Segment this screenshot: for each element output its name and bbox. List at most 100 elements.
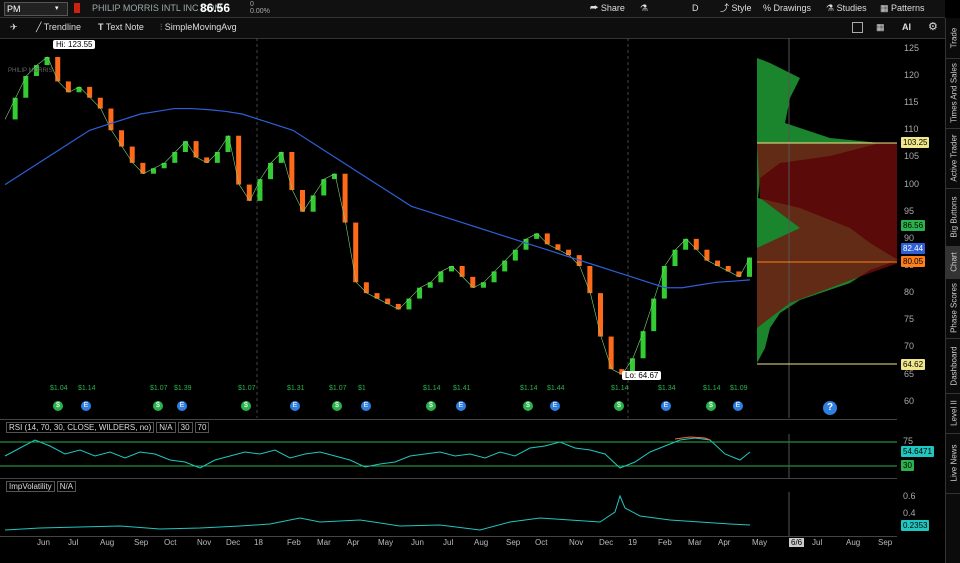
candle bbox=[44, 57, 50, 66]
iv-na: N/A bbox=[56, 481, 77, 492]
rsi-os: 70 bbox=[194, 422, 210, 433]
candle bbox=[289, 152, 295, 190]
help-icon[interactable]: ? bbox=[823, 401, 837, 415]
pin-icon[interactable]: ✈ bbox=[10, 22, 18, 32]
sidebar-label: Level II bbox=[949, 400, 958, 426]
price-tick: 110 bbox=[904, 124, 919, 135]
candle bbox=[87, 86, 93, 98]
price-tick: 115 bbox=[904, 97, 919, 108]
candle bbox=[651, 298, 657, 332]
sidebar-tab-trade[interactable]: Trade bbox=[946, 18, 960, 59]
earnings-icon[interactable]: E bbox=[661, 401, 671, 411]
right-sidebar: Trade Times And Sales Active Trader Big … bbox=[945, 18, 960, 563]
candle bbox=[672, 249, 678, 266]
style-icon: ⤴ bbox=[720, 3, 730, 13]
iv-chart[interactable] bbox=[0, 492, 897, 536]
share-button[interactable]: ⮫ Share bbox=[590, 2, 625, 14]
sidebar-tab-active-trader[interactable]: Active Trader bbox=[946, 128, 960, 189]
candle bbox=[342, 173, 348, 223]
trendline-button[interactable]: ╱ Trendline bbox=[36, 22, 81, 33]
earnings-icon[interactable]: E bbox=[81, 401, 91, 411]
sidebar-tab-times-and-sales[interactable]: Times And Sales bbox=[946, 58, 960, 129]
earnings-icon[interactable]: E bbox=[290, 401, 300, 411]
dividend-icon[interactable]: $ bbox=[706, 401, 716, 411]
candle bbox=[300, 190, 305, 212]
low-badge: 64.62 bbox=[901, 359, 926, 370]
price-tick: 75 bbox=[904, 314, 915, 325]
sidebar-label: Dashboard bbox=[949, 345, 958, 386]
candle bbox=[661, 266, 667, 299]
text-note-button[interactable]: T Text Note bbox=[98, 22, 144, 32]
iv-label[interactable]: ImpVolatility bbox=[6, 481, 55, 492]
date-tick: Jul bbox=[812, 538, 823, 547]
earnings-icon[interactable]: E bbox=[361, 401, 371, 411]
drawings-button[interactable]: % Drawings bbox=[763, 2, 811, 14]
text-note-label: Text Note bbox=[105, 22, 144, 32]
sidebar-tab-live-news[interactable]: Live News bbox=[946, 433, 960, 494]
ai-icon[interactable]: AI bbox=[902, 22, 911, 32]
candle bbox=[236, 135, 242, 185]
candle bbox=[246, 184, 252, 201]
company-logo: PHILIP MORRIS bbox=[8, 68, 53, 74]
dividend-amount: $1.14 bbox=[78, 385, 96, 392]
date-tick: Mar bbox=[688, 538, 702, 547]
dividend-icon[interactable]: $ bbox=[53, 401, 63, 411]
date-tick: 19 bbox=[628, 538, 637, 547]
date-axis-line bbox=[0, 536, 897, 537]
aggregation-button[interactable]: D bbox=[692, 3, 699, 13]
rsi-chart[interactable] bbox=[0, 434, 897, 478]
dropdown-icon[interactable]: ▾ bbox=[55, 5, 59, 12]
sidebar-label: Active Trader bbox=[949, 134, 958, 182]
date-axis: Jun Jul Aug Sep Oct Nov Dec 18 Feb Mar Apr May Jun Ju… bbox=[0, 537, 897, 549]
drawings-label: Drawings bbox=[773, 3, 812, 13]
iv-header: ImpVolatility N/A bbox=[4, 481, 77, 492]
rsi-low-badge: 30 bbox=[901, 460, 914, 471]
patterns-icon: ▦ bbox=[880, 3, 889, 13]
link-color-icon[interactable] bbox=[74, 3, 80, 13]
dividend-icon[interactable]: $ bbox=[153, 401, 163, 411]
candle bbox=[161, 162, 167, 169]
candle bbox=[385, 298, 391, 304]
style-label: Style bbox=[731, 3, 752, 13]
sidebar-tab-level-ii[interactable]: Level II bbox=[946, 393, 960, 434]
candle bbox=[108, 108, 114, 131]
date-tick: Mar bbox=[317, 538, 331, 547]
earnings-icon[interactable]: E bbox=[456, 401, 466, 411]
style-button[interactable]: ⤴ Style bbox=[720, 2, 752, 14]
candle bbox=[523, 238, 529, 250]
candle bbox=[257, 179, 263, 201]
earnings-icon[interactable]: E bbox=[733, 401, 743, 411]
flask-icon[interactable]: ⚗ bbox=[640, 3, 649, 13]
grid-icon[interactable]: ▦ bbox=[876, 22, 885, 32]
dividend-icon[interactable]: $ bbox=[523, 401, 533, 411]
square-icon[interactable] bbox=[852, 22, 863, 33]
earnings-icon[interactable]: E bbox=[550, 401, 560, 411]
sidebar-tab-phase-scores[interactable]: Phase Scores bbox=[946, 278, 960, 339]
earnings-icon[interactable]: E bbox=[177, 401, 187, 411]
patterns-button[interactable]: ▦ Patterns bbox=[880, 2, 925, 14]
last-badge: 86.56 bbox=[901, 220, 926, 231]
symbol-box[interactable]: PM ▾ bbox=[4, 2, 68, 16]
candle bbox=[374, 293, 380, 299]
sidebar-label: Times And Sales bbox=[949, 63, 958, 123]
candle bbox=[544, 233, 550, 245]
dividend-icon[interactable]: $ bbox=[614, 401, 624, 411]
dividend-amount: $1.07 bbox=[329, 385, 347, 392]
sidebar-tab-chart[interactable]: Chart bbox=[946, 246, 960, 279]
rsi-label[interactable]: RSI (14, 70, 30, CLOSE, WILDERS, no) bbox=[6, 422, 155, 433]
price-chart[interactable] bbox=[0, 38, 897, 418]
rsi-ob: 30 bbox=[177, 422, 193, 433]
sidebar-label: Chart bbox=[949, 252, 958, 272]
dividend-icon[interactable]: $ bbox=[426, 401, 436, 411]
dividend-icon[interactable]: $ bbox=[332, 401, 342, 411]
net-change: 0 bbox=[250, 1, 254, 8]
iv-axis-04: 0.4 bbox=[903, 508, 916, 518]
gear-icon[interactable]: ⚙ bbox=[928, 21, 938, 33]
candle bbox=[555, 244, 561, 250]
sidebar-tab-dashboard[interactable]: Dashboard bbox=[946, 338, 960, 394]
sma-button[interactable]: ⫶ SimpleMovingAvg bbox=[160, 22, 237, 33]
studies-button[interactable]: ⚗ Studies bbox=[826, 2, 867, 14]
date-tick: Dec bbox=[226, 538, 241, 547]
dividend-icon[interactable]: $ bbox=[241, 401, 251, 411]
sidebar-tab-big-buttons[interactable]: Big Buttons bbox=[946, 188, 960, 247]
